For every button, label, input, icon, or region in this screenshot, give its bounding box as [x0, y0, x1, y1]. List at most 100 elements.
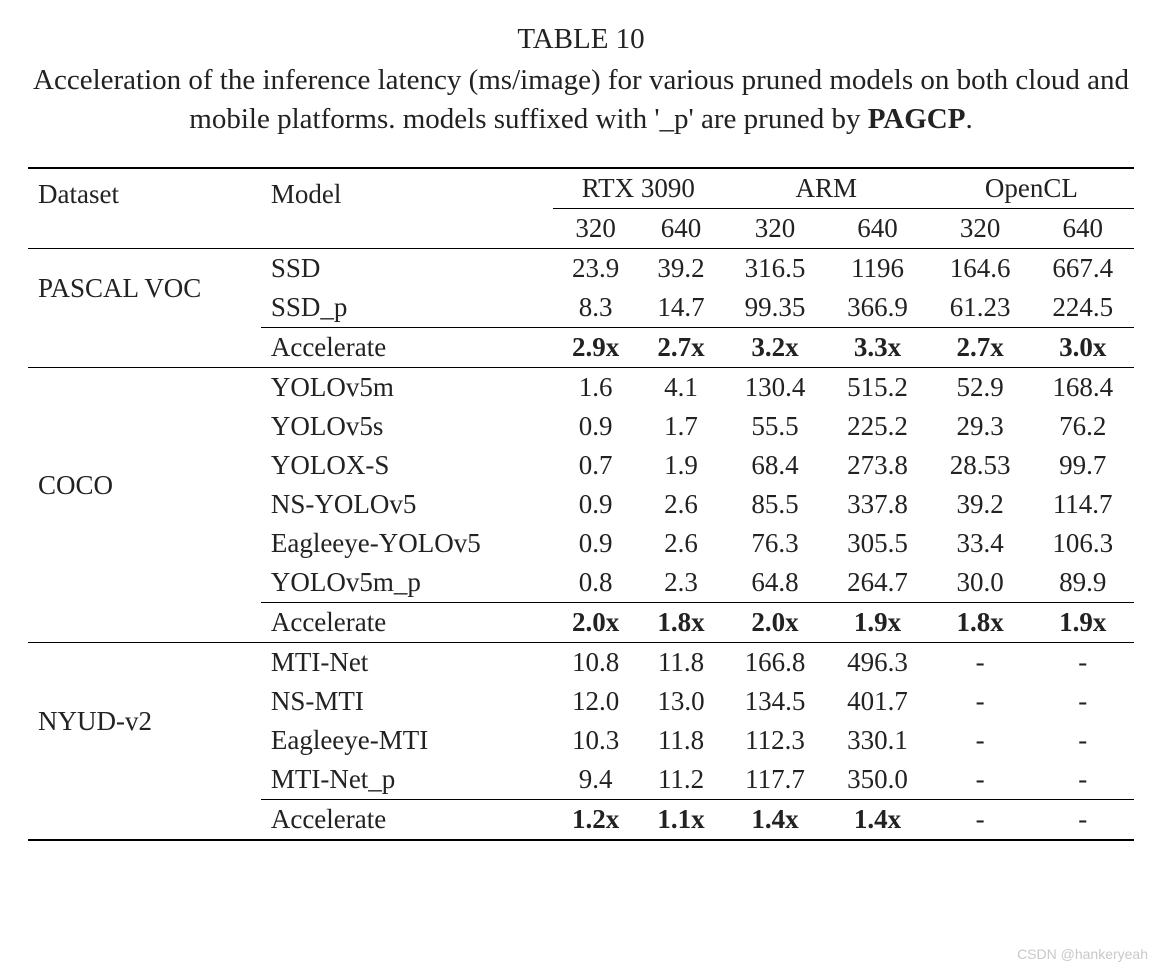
- header-group-opencl: OpenCL: [929, 168, 1134, 209]
- value-cell: 76.2: [1031, 407, 1134, 446]
- value-cell: 4.1: [638, 368, 723, 408]
- value-cell: 112.3: [724, 721, 827, 760]
- model-cell: Eagleeye-YOLOv5: [261, 524, 553, 563]
- table-body: PASCAL VOCSSD23.939.2316.51196164.6667.4…: [28, 249, 1134, 841]
- value-cell: 496.3: [826, 643, 929, 683]
- value-cell: 33.4: [929, 524, 1032, 563]
- accelerate-value: 2.0x: [553, 603, 638, 643]
- value-cell: 11.8: [638, 643, 723, 683]
- value-cell: 330.1: [826, 721, 929, 760]
- model-cell: SSD: [261, 249, 553, 289]
- dataset-cell: COCO: [28, 368, 261, 603]
- table-row: PASCAL VOCSSD23.939.2316.51196164.6667.4: [28, 249, 1134, 289]
- accelerate-value: 1.4x: [826, 800, 929, 841]
- value-cell: 28.53: [929, 446, 1032, 485]
- model-cell: MTI-Net_p: [261, 760, 553, 800]
- model-cell: NS-YOLOv5: [261, 485, 553, 524]
- accelerate-value: 2.7x: [638, 328, 723, 368]
- empty-cell: [28, 800, 261, 841]
- value-cell: -: [1031, 721, 1134, 760]
- value-cell: 166.8: [724, 643, 827, 683]
- value-cell: 273.8: [826, 446, 929, 485]
- header-row-groups: Dataset Model RTX 3090 ARM OpenCL: [28, 168, 1134, 209]
- header-sub-2: 320: [724, 209, 827, 249]
- accelerate-label: Accelerate: [261, 800, 553, 841]
- accelerate-value: 1.9x: [826, 603, 929, 643]
- value-cell: 1196: [826, 249, 929, 289]
- value-cell: 99.7: [1031, 446, 1134, 485]
- header-sub-5: 640: [1031, 209, 1134, 249]
- model-cell: YOLOv5m: [261, 368, 553, 408]
- value-cell: 9.4: [553, 760, 638, 800]
- header-sub-3: 640: [826, 209, 929, 249]
- model-cell: NS-MTI: [261, 682, 553, 721]
- caption-text-after: .: [965, 103, 972, 135]
- value-cell: 39.2: [638, 249, 723, 289]
- value-cell: 10.8: [553, 643, 638, 683]
- value-cell: 224.5: [1031, 288, 1134, 328]
- table-row: COCOYOLOv5m1.64.1130.4515.252.9168.4: [28, 368, 1134, 408]
- table-wrapper: TABLE 10 Acceleration of the inference l…: [28, 20, 1134, 841]
- value-cell: 366.9: [826, 288, 929, 328]
- header-model: Model: [261, 168, 553, 249]
- accelerate-value: -: [1031, 800, 1134, 841]
- header-dataset: Dataset: [28, 168, 261, 249]
- accelerate-label: Accelerate: [261, 328, 553, 368]
- value-cell: 99.35: [724, 288, 827, 328]
- accelerate-row: Accelerate2.0x1.8x2.0x1.9x1.8x1.9x: [28, 603, 1134, 643]
- value-cell: 61.23: [929, 288, 1032, 328]
- value-cell: 1.7: [638, 407, 723, 446]
- value-cell: 23.9: [553, 249, 638, 289]
- value-cell: 29.3: [929, 407, 1032, 446]
- table-number: TABLE 10: [28, 20, 1134, 59]
- value-cell: 0.9: [553, 524, 638, 563]
- model-cell: Eagleeye-MTI: [261, 721, 553, 760]
- accelerate-label: Accelerate: [261, 603, 553, 643]
- value-cell: 225.2: [826, 407, 929, 446]
- value-cell: -: [1031, 643, 1134, 683]
- accelerate-value: 2.0x: [724, 603, 827, 643]
- value-cell: 114.7: [1031, 485, 1134, 524]
- dataset-cell: PASCAL VOC: [28, 249, 261, 328]
- caption-bold-term: PAGCP: [868, 103, 966, 135]
- value-cell: -: [1031, 682, 1134, 721]
- header-sub-4: 320: [929, 209, 1032, 249]
- accelerate-value: 1.9x: [1031, 603, 1134, 643]
- value-cell: 39.2: [929, 485, 1032, 524]
- value-cell: 8.3: [553, 288, 638, 328]
- header-group-arm: ARM: [724, 168, 929, 209]
- accelerate-row: Accelerate1.2x1.1x1.4x1.4x--: [28, 800, 1134, 841]
- value-cell: 2.6: [638, 524, 723, 563]
- value-cell: -: [929, 682, 1032, 721]
- accelerate-value: 3.2x: [724, 328, 827, 368]
- value-cell: 667.4: [1031, 249, 1134, 289]
- latency-table: Dataset Model RTX 3090 ARM OpenCL 320 64…: [28, 167, 1134, 841]
- accelerate-value: 1.4x: [724, 800, 827, 841]
- value-cell: 14.7: [638, 288, 723, 328]
- value-cell: -: [929, 643, 1032, 683]
- accelerate-value: 1.2x: [553, 800, 638, 841]
- value-cell: 64.8: [724, 563, 827, 603]
- empty-cell: [28, 328, 261, 368]
- value-cell: 2.6: [638, 485, 723, 524]
- value-cell: 11.2: [638, 760, 723, 800]
- value-cell: 30.0: [929, 563, 1032, 603]
- table-row: NYUD-v2MTI-Net10.811.8166.8496.3--: [28, 643, 1134, 683]
- value-cell: 401.7: [826, 682, 929, 721]
- model-cell: YOLOv5s: [261, 407, 553, 446]
- value-cell: 305.5: [826, 524, 929, 563]
- model-cell: SSD_p: [261, 288, 553, 328]
- value-cell: 10.3: [553, 721, 638, 760]
- value-cell: 11.8: [638, 721, 723, 760]
- value-cell: 76.3: [724, 524, 827, 563]
- value-cell: -: [929, 721, 1032, 760]
- value-cell: 1.9: [638, 446, 723, 485]
- value-cell: 337.8: [826, 485, 929, 524]
- dataset-cell: NYUD-v2: [28, 643, 261, 800]
- value-cell: 168.4: [1031, 368, 1134, 408]
- watermark: CSDN @hankeryeah: [1017, 946, 1148, 962]
- value-cell: 130.4: [724, 368, 827, 408]
- value-cell: -: [1031, 760, 1134, 800]
- model-cell: YOLOv5m_p: [261, 563, 553, 603]
- header-sub-1: 640: [638, 209, 723, 249]
